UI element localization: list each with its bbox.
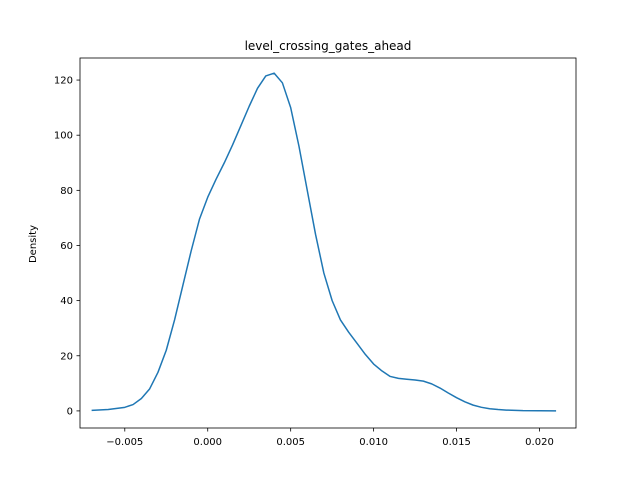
y-tick-label-2: 40 [60, 296, 73, 307]
y-tick-label-1: 20 [60, 351, 73, 362]
y-tick-label-4: 80 [60, 186, 73, 197]
x-tick-label-1: 0.000 [193, 437, 222, 448]
y-axis-label: Density [28, 225, 39, 263]
y-tick-label-0: 0 [67, 406, 73, 417]
x-tick-label-2: 0.005 [276, 437, 305, 448]
x-tick-label-3: 0.010 [359, 437, 388, 448]
chart-title: level_crossing_gates_ahead [245, 39, 412, 53]
y-tick-label-3: 60 [60, 241, 73, 252]
y-tick-label-5: 100 [54, 131, 73, 142]
plot-frame [79, 57, 577, 429]
plot-area: −0.005 0.000 0.005 0.010 0.015 0.020 0 20 40 60 80… [54, 57, 577, 448]
density-line-0 [91, 72, 557, 412]
x-tick-label-4: 0.015 [442, 437, 471, 448]
y-tick-label-6: 120 [54, 76, 73, 87]
x-tick-label-0: −0.005 [106, 437, 143, 448]
x-tick-label-5: 0.020 [525, 437, 554, 448]
